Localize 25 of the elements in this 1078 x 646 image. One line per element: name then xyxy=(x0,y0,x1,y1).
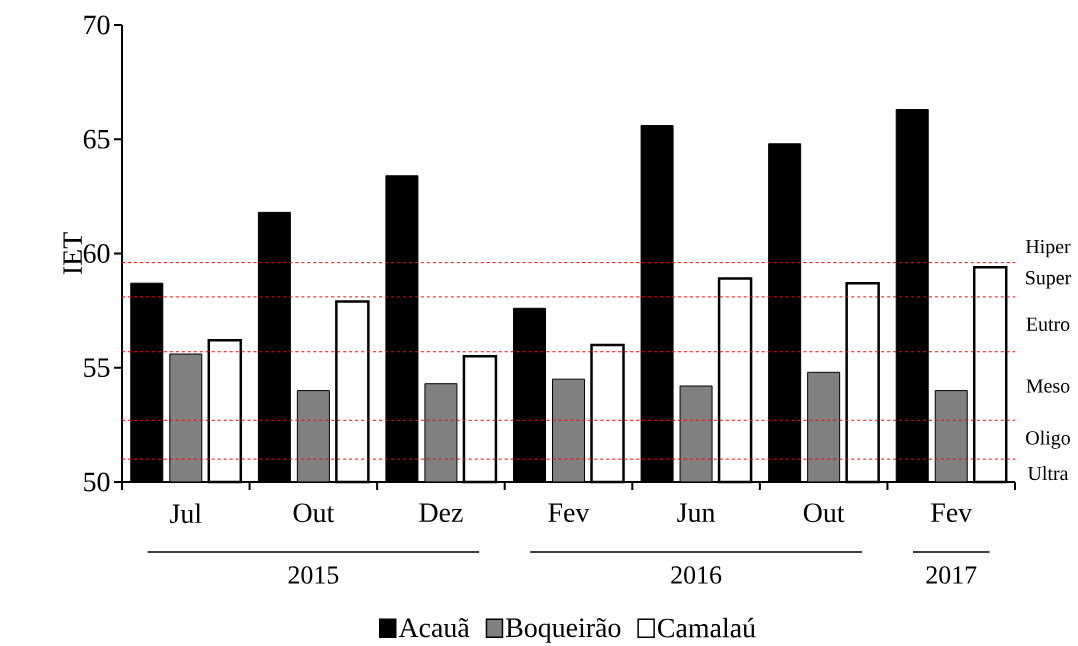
y-axis-title: IET xyxy=(63,232,82,275)
x-tick-label: Fev xyxy=(931,503,973,523)
y-tick-label: 50 xyxy=(84,472,110,492)
x-tick-label: Fev xyxy=(548,503,590,523)
y-tick-label: 70 xyxy=(84,15,110,35)
legend-label: Camalaú xyxy=(658,617,756,638)
text: Meso xyxy=(1026,379,1070,393)
text: 2015 xyxy=(288,566,339,584)
text: Ultra xyxy=(1027,466,1069,481)
y-tick-label: 65 xyxy=(83,129,110,149)
text: Eutro xyxy=(1026,317,1070,331)
x-tick-label: Jun xyxy=(677,503,716,523)
text: Hiper xyxy=(1025,239,1071,258)
x-tick-label: Dez xyxy=(419,503,463,523)
legend-label: Acauã xyxy=(398,618,470,638)
text: Super xyxy=(1026,271,1072,289)
x-tick-label: Jul xyxy=(170,503,202,524)
text: 2016 xyxy=(671,566,722,584)
y-tick-label: 55 xyxy=(84,358,110,377)
y-tick-label: 60 xyxy=(83,244,110,263)
legend-label: Boqueirão xyxy=(505,618,621,643)
x-tick-label: Out xyxy=(293,503,335,523)
x-tick-label: Out xyxy=(803,503,845,523)
text: Oligo xyxy=(1026,430,1070,449)
text: 2017 xyxy=(926,566,977,584)
